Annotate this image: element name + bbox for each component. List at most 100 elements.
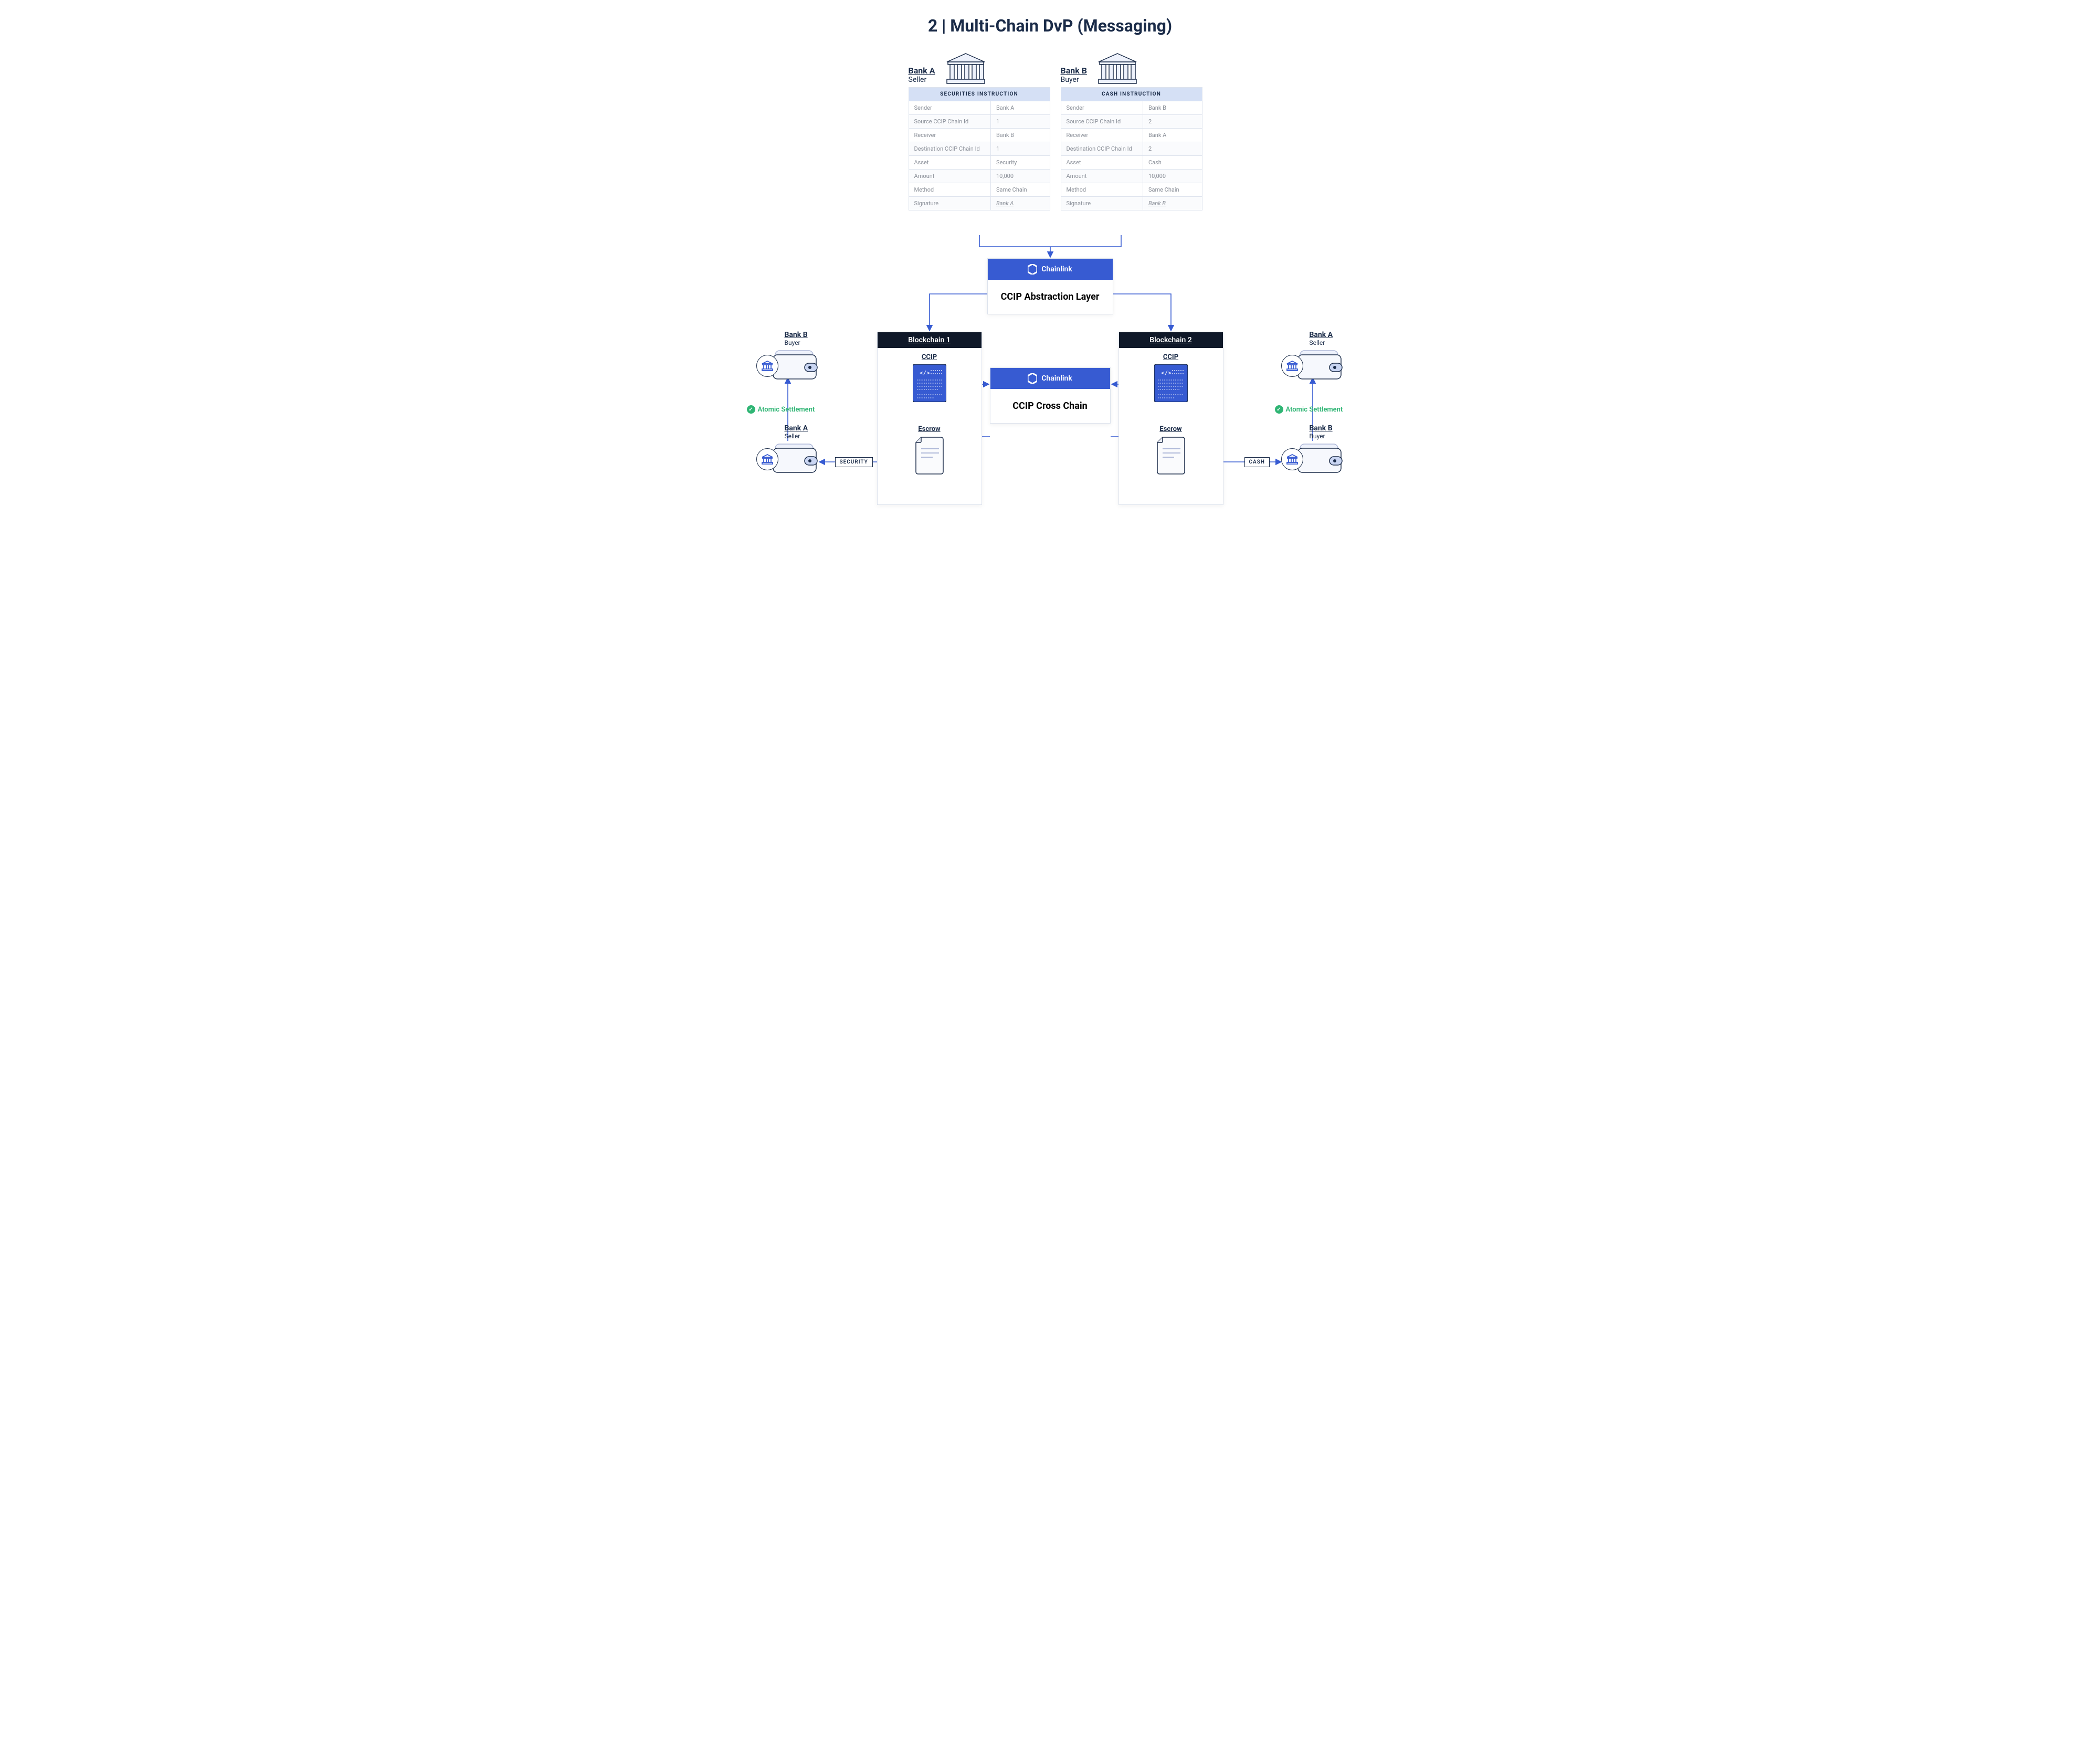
table-row: Amount10,000	[1061, 169, 1202, 183]
blockchain-1-title: Blockchain 1	[878, 332, 982, 348]
cell-key: Destination CCIP Chain Id	[909, 142, 990, 155]
wallet-icon	[1297, 349, 1343, 383]
ccip-cross-chain-box: Chainlink CCIP Cross Chain	[990, 367, 1111, 424]
cell-key: Asset	[909, 156, 990, 169]
cell-value: Same Chain	[990, 183, 1050, 196]
cell-value: Security	[990, 156, 1050, 169]
security-tag: SECURITY	[835, 457, 873, 467]
page-title: 2 | Multi-Chain DvP (Messaging)	[735, 16, 1365, 36]
blockchain-1-panel: Blockchain 1 CCIP Escrow	[877, 332, 982, 505]
cell-key: Receiver	[909, 129, 990, 142]
wallet-bl-role: Seller	[785, 433, 835, 440]
chain1-escrow-label: Escrow	[918, 425, 940, 433]
wallet-bl-name: Bank A	[785, 424, 835, 433]
bank-b-rows: SenderBank BSource CCIP Chain Id2Receive…	[1061, 101, 1202, 210]
cell-value: 10,000	[1143, 170, 1202, 183]
atomic-label: Atomic Settlement	[1286, 406, 1343, 414]
cell-key: Signature	[909, 197, 990, 210]
table-row: AssetSecurity	[909, 155, 1050, 169]
table-row: SenderBank A	[909, 101, 1050, 114]
bank-a-block: Bank A Seller SECURITIES INSTRUCTION Sen…	[909, 52, 1050, 210]
cell-key: Sender	[909, 101, 990, 114]
bank-a-role: Seller	[909, 76, 935, 84]
table-row: SignatureBank A	[909, 196, 1050, 210]
chainlink-header: Chainlink	[988, 259, 1113, 280]
cell-key: Method	[1061, 183, 1143, 196]
atomic-settlement-right: ✓ Atomic Settlement	[1275, 405, 1343, 414]
cell-value: Same Chain	[1143, 183, 1202, 196]
ccip-abstraction-label: CCIP Abstraction Layer	[988, 280, 1113, 314]
document-icon	[915, 436, 944, 477]
atomic-settlement-left: ✓ Atomic Settlement	[747, 405, 815, 414]
cash-tag: CASH	[1244, 457, 1270, 467]
bank-b-table-title: CASH INSTRUCTION	[1061, 88, 1202, 101]
cell-value: 10,000	[990, 170, 1050, 183]
cell-value: Bank B	[1143, 197, 1202, 210]
bank-b-role: Buyer	[1061, 76, 1087, 84]
cell-value: 1	[990, 142, 1050, 155]
table-row: SignatureBank B	[1061, 196, 1202, 210]
table-row: AssetCash	[1061, 155, 1202, 169]
table-row: ReceiverBank B	[909, 128, 1050, 142]
wallet-icon	[1297, 442, 1343, 477]
wallet-bottom-left: Bank A Seller	[756, 424, 835, 477]
table-row: SenderBank B	[1061, 101, 1202, 114]
bank-b-block: Bank B Buyer CASH INSTRUCTION SenderBank…	[1061, 52, 1202, 210]
cell-value: Bank B	[1143, 101, 1202, 114]
wallet-top-left: Bank B Buyer	[756, 331, 835, 383]
wallet-br-role: Buyer	[1310, 433, 1360, 440]
chain2-ccip-label: CCIP	[1163, 353, 1178, 361]
cell-value: Bank A	[990, 197, 1050, 210]
cell-value: Cash	[1143, 156, 1202, 169]
table-row: MethodSame Chain	[909, 183, 1050, 196]
cell-value: 1	[990, 115, 1050, 128]
cell-key: Sender	[1061, 101, 1143, 114]
chain2-escrow-label: Escrow	[1159, 425, 1181, 433]
cell-key: Asset	[1061, 156, 1143, 169]
bank-a-name: Bank A	[909, 66, 935, 76]
bank-b-table: CASH INSTRUCTION SenderBank BSource CCIP…	[1061, 87, 1202, 210]
wallet-br-name: Bank B	[1310, 424, 1360, 433]
bank-a-table-title: SECURITIES INSTRUCTION	[909, 88, 1050, 101]
chainlink-brand: Chainlink	[1041, 374, 1072, 383]
table-row: Amount10,000	[909, 169, 1050, 183]
table-row: Source CCIP Chain Id2	[1061, 114, 1202, 128]
blockchain-2-title: Blockchain 2	[1119, 332, 1223, 348]
ccip-abstraction-box: Chainlink CCIP Abstraction Layer	[987, 258, 1113, 314]
table-row: ReceiverBank A	[1061, 128, 1202, 142]
cell-key: Signature	[1061, 197, 1143, 210]
check-icon: ✓	[1275, 405, 1283, 414]
chain1-ccip-label: CCIP	[922, 353, 937, 361]
building-icon	[1096, 52, 1138, 84]
bank-icon	[1281, 355, 1303, 377]
cell-value: Bank B	[990, 129, 1050, 142]
cell-key: Source CCIP Chain Id	[909, 115, 990, 128]
cell-value: Bank A	[990, 101, 1050, 114]
cell-key: Method	[909, 183, 990, 196]
chainlink-brand: Chainlink	[1041, 265, 1072, 273]
cell-value: Bank A	[1143, 129, 1202, 142]
bank-icon	[1281, 448, 1303, 470]
chainlink-hexagon-icon	[1028, 264, 1037, 275]
wallet-tl-name: Bank B	[785, 331, 835, 339]
bank-a-rows: SenderBank ASource CCIP Chain Id1Receive…	[909, 101, 1050, 210]
wallet-bottom-right: Bank B Buyer	[1281, 424, 1360, 477]
cell-key: Amount	[1061, 170, 1143, 183]
bank-b-name: Bank B	[1061, 66, 1087, 76]
table-row: Source CCIP Chain Id1	[909, 114, 1050, 128]
cell-value: 2	[1143, 142, 1202, 155]
wallet-tl-role: Buyer	[785, 339, 835, 346]
atomic-label: Atomic Settlement	[758, 406, 815, 414]
bank-a-table: SECURITIES INSTRUCTION SenderBank ASourc…	[909, 87, 1050, 210]
cell-key: Source CCIP Chain Id	[1061, 115, 1143, 128]
chainlink-header: Chainlink	[990, 368, 1110, 389]
wallet-tr-role: Seller	[1310, 339, 1360, 346]
wallet-icon	[772, 349, 818, 383]
bank-icon	[756, 448, 778, 470]
cell-key: Destination CCIP Chain Id	[1061, 142, 1143, 155]
cell-key: Amount	[909, 170, 990, 183]
ccip-cross-label: CCIP Cross Chain	[990, 389, 1110, 423]
document-icon	[1156, 436, 1186, 477]
chainlink-hexagon-icon	[1028, 373, 1037, 384]
diagram-canvas: 2 | Multi-Chain DvP (Messaging)	[735, 0, 1365, 525]
